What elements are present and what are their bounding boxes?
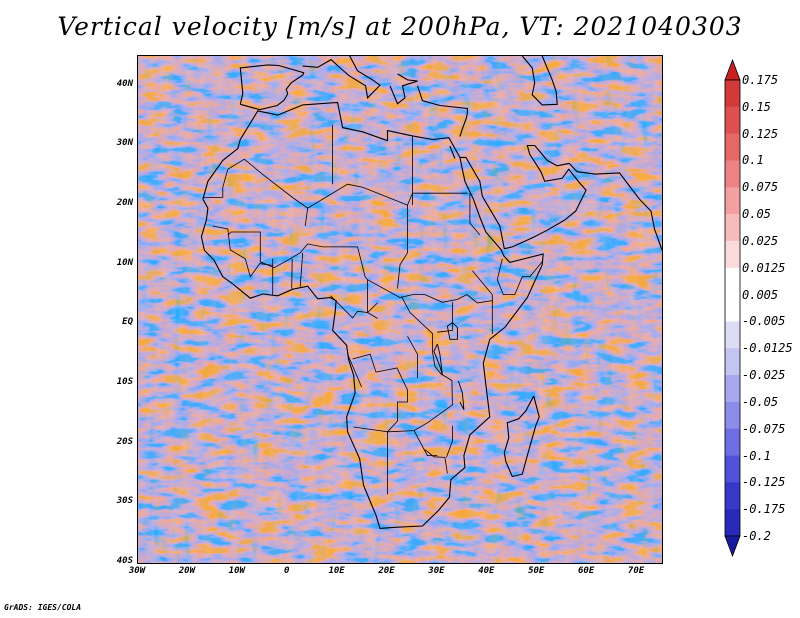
country-border bbox=[352, 353, 408, 433]
lon-label: 20E bbox=[378, 566, 395, 576]
colorbar-swatch bbox=[725, 267, 740, 295]
colorbar-level-label: 0.075 bbox=[742, 180, 779, 195]
colorbar-level-label: 0.025 bbox=[742, 233, 779, 248]
colorbar-swatch bbox=[725, 240, 740, 269]
velocity-field-detail bbox=[138, 56, 662, 563]
lat-label: 10S bbox=[116, 377, 133, 388]
lake-outline bbox=[457, 380, 465, 410]
colorbar-level-label: -0.1 bbox=[742, 448, 771, 463]
country-border bbox=[424, 449, 448, 474]
country-border bbox=[347, 354, 362, 388]
country-border bbox=[437, 302, 453, 333]
colorbar-level-label: 0.05 bbox=[742, 207, 771, 222]
colorbar-swatch bbox=[725, 160, 740, 188]
coastlines bbox=[200, 56, 662, 529]
colorbar-swatch bbox=[725, 509, 740, 537]
lon-label: 10E bbox=[328, 566, 345, 576]
africa-coastline bbox=[200, 101, 544, 529]
lat-label: 20N bbox=[116, 198, 133, 209]
colorbar-swatch bbox=[725, 401, 740, 430]
madagascar-coastline bbox=[503, 395, 540, 478]
lon-label: 60E bbox=[578, 566, 595, 576]
lon-label: 30E bbox=[428, 566, 445, 576]
map-panel bbox=[137, 55, 663, 564]
colorbar-swatch bbox=[725, 455, 740, 483]
colorbar-max-triangle bbox=[724, 58, 741, 81]
colorbar-min-triangle bbox=[724, 535, 741, 558]
country-border bbox=[407, 336, 418, 379]
country-border bbox=[291, 258, 293, 289]
colorbar-level-label: 0.125 bbox=[742, 126, 779, 141]
lake-outline bbox=[433, 343, 443, 376]
lon-label: 20W bbox=[178, 566, 196, 576]
red-sea-coastline bbox=[449, 145, 456, 159]
country-border bbox=[413, 430, 438, 456]
colorbar-swatch bbox=[725, 133, 740, 161]
colorbar-swatch bbox=[725, 187, 740, 215]
colorbar-level-label: -0.125 bbox=[742, 475, 786, 490]
colorbar-swatch bbox=[725, 321, 740, 349]
colorbar-level-label: -0.175 bbox=[742, 502, 786, 517]
country-border bbox=[353, 296, 453, 433]
country-border bbox=[330, 295, 378, 319]
country-border bbox=[397, 205, 408, 289]
caspian-coastline bbox=[521, 56, 558, 106]
colorbar-level-label: 0.175 bbox=[742, 73, 779, 87]
country-border bbox=[304, 208, 309, 227]
colorbar-level-label: 0.15 bbox=[742, 99, 771, 114]
footer-credit: GrADS: IGES/COLA bbox=[4, 603, 82, 612]
colorbar-swatch bbox=[725, 482, 740, 510]
lon-label: 40E bbox=[478, 566, 495, 576]
lat-label: 30S bbox=[116, 496, 133, 507]
colorbar bbox=[724, 58, 741, 558]
colorbar-level-label: -0.005 bbox=[742, 314, 786, 329]
lat-label: EQ bbox=[122, 317, 133, 328]
colorbar-swatch bbox=[725, 106, 740, 134]
lat-label: 40S bbox=[116, 556, 133, 566]
levant-coastline bbox=[416, 85, 468, 137]
lon-label: 10W bbox=[228, 566, 245, 576]
colorbar-swatch bbox=[725, 428, 740, 456]
lat-label: 30N bbox=[116, 138, 133, 149]
country-border bbox=[244, 136, 413, 209]
country-border bbox=[212, 225, 273, 278]
colorbar-swatch bbox=[725, 80, 740, 108]
colorbar-swatch bbox=[725, 214, 740, 242]
europe-coastline bbox=[302, 56, 381, 99]
plot-title: Vertical velocity [m/s] at 200hPa, VT: 2… bbox=[57, 12, 743, 41]
lon-label: 0 bbox=[283, 566, 290, 576]
colorbar-swatch bbox=[725, 375, 740, 403]
country-border bbox=[469, 193, 481, 236]
lat-label: 40N bbox=[116, 78, 133, 89]
colorbar-level-label: 0.1 bbox=[742, 153, 764, 168]
country-border bbox=[299, 252, 304, 287]
colorbar-level-label: -0.075 bbox=[742, 421, 786, 436]
lon-label: 30W bbox=[128, 566, 146, 576]
country-border bbox=[202, 158, 245, 198]
iberia-coastline bbox=[239, 64, 305, 111]
lat-label: 10N bbox=[116, 257, 133, 268]
colorbar-level-label: 0.0125 bbox=[742, 260, 786, 275]
arabia-coastline bbox=[459, 144, 662, 251]
greece-coastline bbox=[389, 73, 418, 105]
country-border bbox=[446, 425, 453, 458]
lake-outline bbox=[446, 322, 458, 340]
lon-label: 70E bbox=[627, 566, 645, 576]
colorbar-level-label: -0.0125 bbox=[742, 341, 793, 356]
colorbar-swatch bbox=[725, 294, 740, 322]
country-border bbox=[472, 270, 493, 302]
colorbar-level-label: 0.005 bbox=[742, 287, 779, 302]
colorbar-level-label: -0.2 bbox=[742, 529, 771, 543]
country-border bbox=[496, 258, 543, 295]
map-canvas bbox=[138, 56, 662, 563]
colorbar-level-label: -0.025 bbox=[742, 368, 786, 383]
country-border bbox=[412, 192, 468, 206]
lon-label: 50E bbox=[528, 566, 545, 576]
colorbar-level-label: -0.05 bbox=[742, 394, 779, 409]
colorbar-swatch bbox=[725, 348, 740, 376]
lat-label: 20S bbox=[116, 436, 133, 447]
